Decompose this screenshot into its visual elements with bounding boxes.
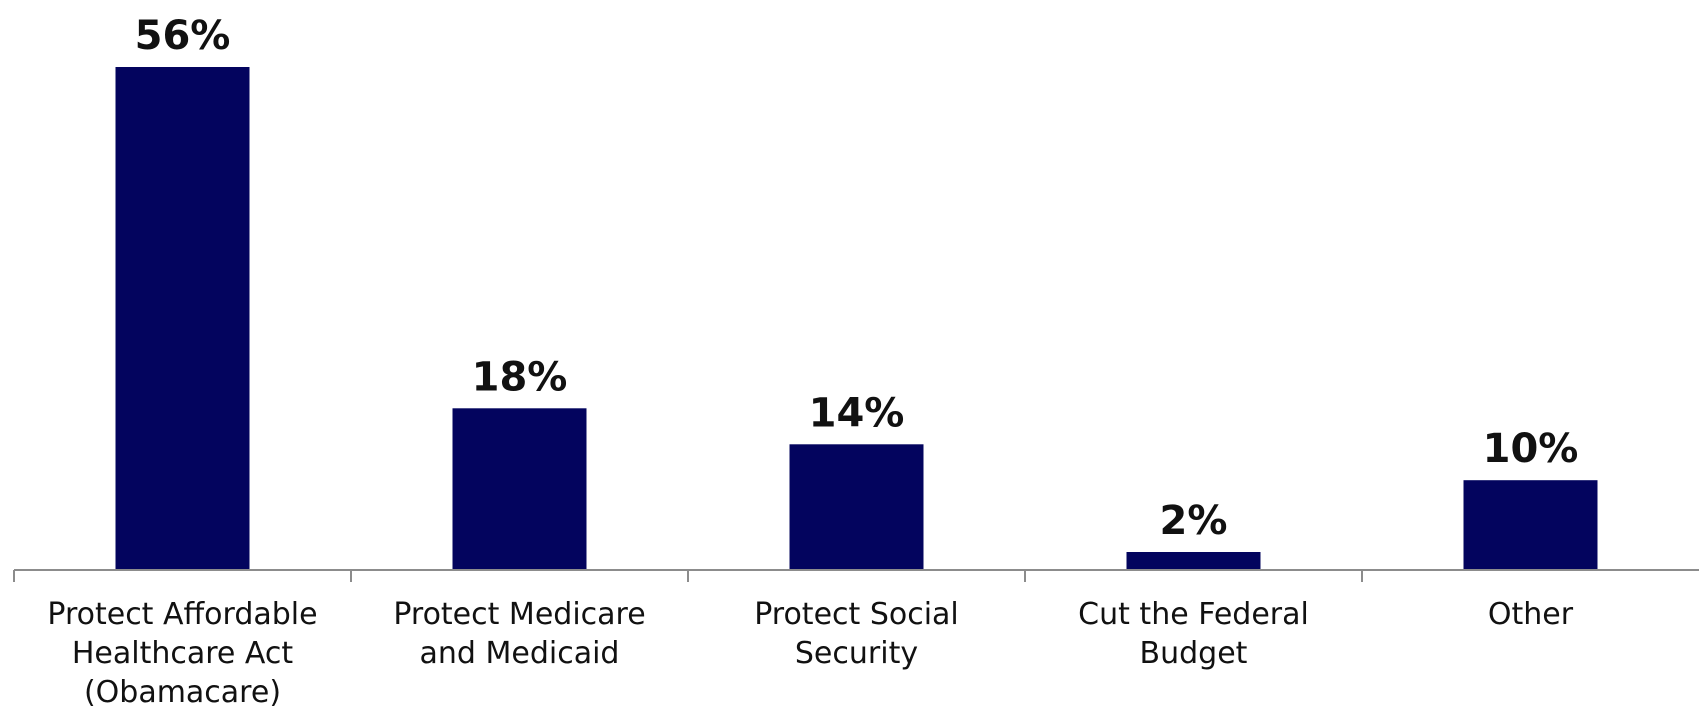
bar-4	[1463, 480, 1598, 570]
bar-value-label: 10%	[1483, 426, 1579, 472]
x-axis	[13, 569, 1699, 582]
labels-group: 56% 18% 14% 2% 10% Protect Affordable Healthca…	[47, 13, 1578, 709]
category-tick-label-line: Protect Medicare	[393, 597, 645, 632]
category-tick-label-line: Protect Social	[754, 597, 959, 632]
category-tick-label-line: (Obamacare)	[84, 675, 281, 709]
category-tick-label-line: Other	[1488, 597, 1574, 632]
category-tick-label-line: Protect Affordable	[47, 597, 317, 632]
bar-3	[1126, 552, 1261, 570]
bars-group	[115, 67, 1598, 571]
bar-0	[115, 67, 250, 570]
bar-value-label: 18%	[472, 354, 568, 400]
category-tick-label: Protect Medicare and Medicaid	[393, 597, 645, 671]
category-tick-label: Cut the Federal Budget	[1078, 597, 1309, 671]
bar-value-label: 56%	[135, 13, 231, 59]
category-tick-label-line: Cut the Federal	[1078, 597, 1309, 632]
bar-value-label: 14%	[809, 390, 905, 436]
bar-value-label: 2%	[1160, 498, 1228, 544]
category-tick-label: Other	[1488, 597, 1574, 632]
category-tick-label: Protect Affordable Healthcare Act (Obamaca…	[47, 597, 317, 709]
bar-1	[452, 408, 587, 570]
category-tick-label-line: and Medicaid	[420, 636, 620, 671]
bar-2	[789, 444, 924, 571]
category-tick-label-line: Security	[795, 636, 918, 671]
category-tick-label: Protect Social Security	[754, 597, 959, 671]
category-tick-label-line: Budget	[1140, 636, 1248, 671]
category-tick-label-line: Healthcare Act	[72, 636, 294, 671]
